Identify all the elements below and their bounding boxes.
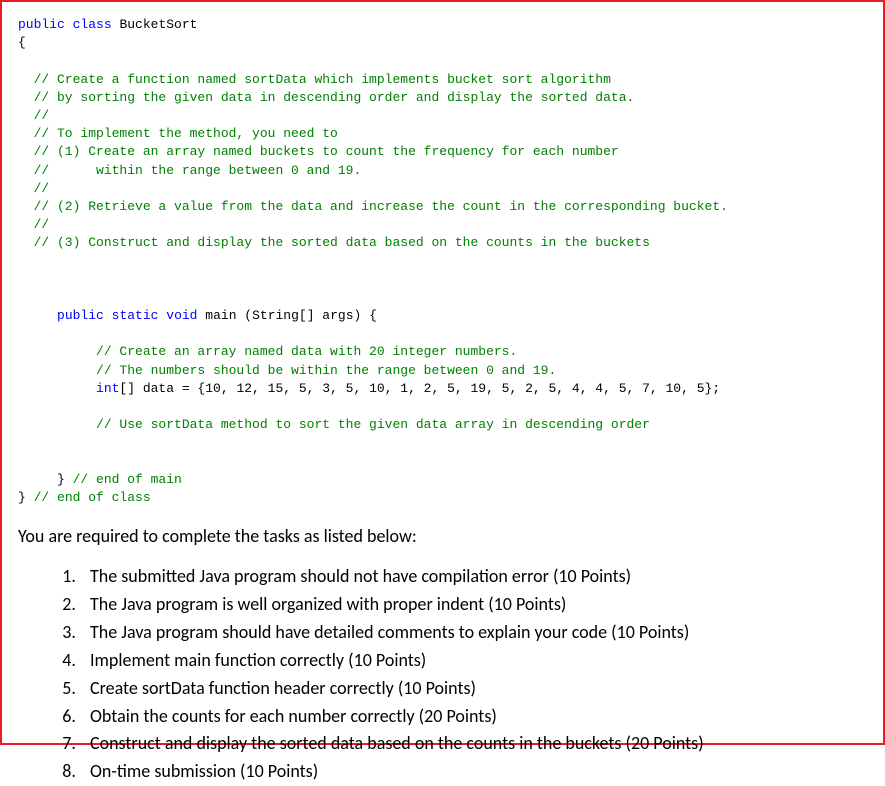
keyword-static: static: [112, 308, 159, 323]
comment-line: // Create a function named sortData whic…: [18, 72, 611, 87]
comment-line: //: [18, 217, 49, 232]
comment-line: // (2) Retrieve a value from the data an…: [18, 199, 728, 214]
comment-line: // To implement the method, you need to: [18, 126, 338, 141]
comment-end-main: // end of main: [73, 472, 182, 487]
comment-line: // within the range between 0 and 19.: [18, 163, 361, 178]
comment-line: // The numbers should be within the rang…: [18, 363, 556, 378]
task-item: The Java program is well organized with …: [80, 591, 867, 619]
keyword-class: class: [73, 17, 112, 32]
comment-end-class: // end of class: [34, 490, 151, 505]
comment-line: // by sorting the given data in descendi…: [18, 90, 634, 105]
task-item: On-time submission (10 Points): [80, 758, 867, 786]
comment-line: // Use sortData method to sort the given…: [18, 417, 650, 432]
main-signature: main (String[] args) {: [197, 308, 376, 323]
code-block: public class BucketSort { // Create a fu…: [18, 16, 867, 507]
comment-line: // Create an array named data with 20 in…: [18, 344, 517, 359]
task-item: Obtain the counts for each number correc…: [80, 703, 867, 731]
instructions-block: You are required to complete the tasks a…: [18, 525, 867, 786]
instructions-header: You are required to complete the tasks a…: [18, 525, 867, 547]
keyword-int: int: [96, 381, 119, 396]
task-item: Construct and display the sorted data ba…: [80, 730, 867, 758]
task-item: Implement main function correctly (10 Po…: [80, 647, 867, 675]
task-item: The Java program should have detailed co…: [80, 619, 867, 647]
keyword-public: public: [18, 17, 65, 32]
comment-line: // (3) Construct and display the sorted …: [18, 235, 650, 250]
classname: BucketSort: [119, 17, 197, 32]
task-item: Create sortData function header correctl…: [80, 675, 867, 703]
comment-line: //: [18, 181, 49, 196]
brace-open: {: [18, 35, 26, 50]
brace-close-main: }: [18, 472, 73, 487]
task-list: The submitted Java program should not ha…: [18, 563, 867, 786]
brace-close-class: }: [18, 490, 34, 505]
task-item: The submitted Java program should not ha…: [80, 563, 867, 591]
comment-line: //: [18, 108, 49, 123]
data-declaration: [] data = {10, 12, 15, 5, 3, 5, 10, 1, 2…: [119, 381, 720, 396]
keyword-public: public: [57, 308, 104, 323]
keyword-void: void: [166, 308, 197, 323]
comment-line: // (1) Create an array named buckets to …: [18, 144, 619, 159]
